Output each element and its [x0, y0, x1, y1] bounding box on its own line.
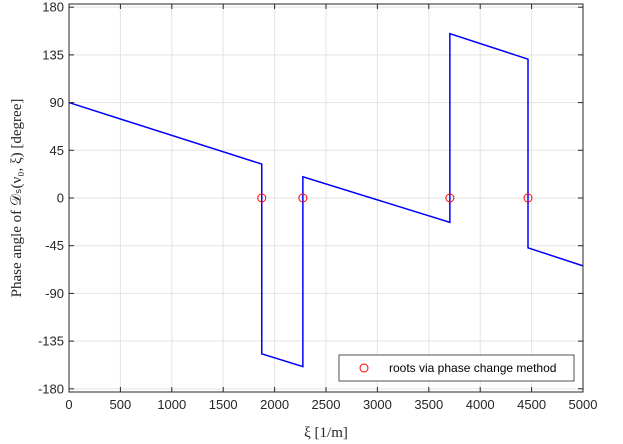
root-marker — [523, 193, 533, 203]
phase-angle-line — [68, 32, 584, 368]
x-tick-label: 3000 — [363, 397, 392, 412]
x-tick-label: 4500 — [517, 397, 546, 412]
x-tick-label: 2500 — [312, 397, 341, 412]
legend-label: roots via phase change method — [389, 361, 556, 375]
x-tick-label: 500 — [110, 397, 132, 412]
y-tick-label: -90 — [45, 286, 64, 301]
x-tick-label: 1500 — [209, 397, 238, 412]
x-tick-label: 3500 — [414, 397, 443, 412]
legend-box — [338, 354, 575, 382]
x-tick-label: 2000 — [260, 397, 289, 412]
y-tick-label: 135 — [42, 47, 64, 62]
x-tick-label: 4000 — [466, 397, 495, 412]
plot-frame — [68, 3, 584, 393]
x-tick-label: 5000 — [569, 397, 598, 412]
root-marker — [445, 193, 455, 203]
y-tick-label: -135 — [38, 334, 64, 349]
y-tick-label: -180 — [38, 381, 64, 396]
y-tick-label: -45 — [45, 238, 64, 253]
tick-labels: 0 500 1000 1500 2000 2500 3000 3500 4000 4500 5000… — [38, 0, 597, 412]
series-layer — [68, 32, 584, 368]
grid-lines — [68, 4, 584, 392]
y-axis-label: Phase angle of 𝒟ₛ(ν₀, ξ) [degree] — [9, 99, 25, 298]
legend: roots via phase change method — [338, 354, 575, 382]
y-tick-label: 90 — [50, 95, 64, 110]
y-tick-label: 45 — [50, 143, 64, 158]
x-axis-label: ξ [1/m] — [304, 425, 348, 441]
x-tick-label: 0 — [65, 397, 72, 412]
y-tick-label: 0 — [57, 191, 64, 206]
y-tick-label: 180 — [42, 0, 64, 15]
legend-marker — [359, 363, 369, 373]
root-marker — [298, 193, 308, 203]
x-tick-label: 1000 — [157, 397, 186, 412]
root-marker — [257, 193, 267, 203]
